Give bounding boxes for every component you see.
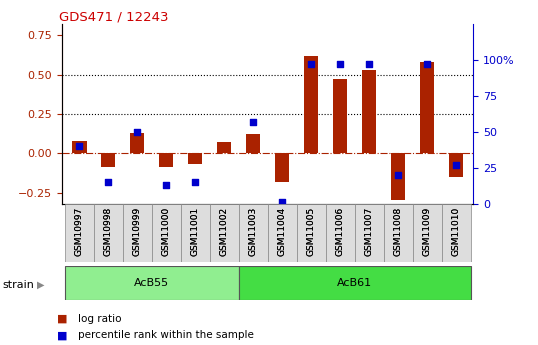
Text: GSM11009: GSM11009 (422, 206, 431, 256)
Bar (65, 266, 239, 300)
Text: GSM11008: GSM11008 (394, 206, 402, 256)
Text: AcB61: AcB61 (337, 278, 372, 288)
Point (307, 61, 315, 67)
Bar (239, 266, 471, 300)
Bar (159, 153, 173, 167)
Text: GSM11004: GSM11004 (278, 206, 287, 256)
Point (133, 129, 141, 135)
Text: GSM11005: GSM11005 (307, 206, 316, 256)
Text: GSM10998: GSM10998 (104, 206, 113, 256)
Bar (268, 204, 296, 262)
Point (249, 119, 258, 125)
Bar (384, 204, 413, 262)
Bar (449, 153, 463, 177)
Bar (413, 204, 442, 262)
Text: GSM11000: GSM11000 (162, 206, 171, 256)
Text: GSM11008: GSM11008 (394, 206, 402, 256)
Text: GSM11006: GSM11006 (336, 206, 345, 256)
Text: GDS471 / 12243: GDS471 / 12243 (59, 10, 169, 23)
Bar (296, 204, 325, 262)
Text: GSM11010: GSM11010 (451, 206, 461, 256)
Point (278, 199, 286, 205)
Text: GSM11009: GSM11009 (422, 206, 431, 256)
Point (75, 144, 83, 149)
Text: AcB55: AcB55 (134, 278, 169, 288)
Text: GSM10999: GSM10999 (133, 206, 141, 256)
Bar (101, 153, 116, 167)
Text: GSM11001: GSM11001 (190, 206, 200, 256)
Text: GSM11003: GSM11003 (249, 206, 258, 256)
Bar (442, 204, 471, 262)
Bar (181, 204, 210, 262)
Point (394, 172, 402, 178)
Bar (355, 204, 384, 262)
Bar (94, 204, 123, 262)
Text: percentile rank within the sample: percentile rank within the sample (78, 331, 254, 340)
Point (191, 179, 200, 185)
Bar (325, 204, 355, 262)
Bar (65, 204, 94, 262)
Bar (72, 141, 87, 153)
Text: ▶: ▶ (37, 280, 44, 289)
Bar (391, 153, 405, 200)
Text: ■: ■ (56, 331, 67, 340)
Text: GSM11002: GSM11002 (220, 206, 229, 256)
Point (452, 162, 461, 168)
Bar (152, 204, 181, 262)
Bar (130, 133, 145, 153)
Bar (275, 153, 289, 181)
Point (423, 61, 431, 67)
Bar (304, 56, 318, 153)
Bar (188, 153, 202, 164)
Text: GSM11004: GSM11004 (278, 206, 287, 256)
Bar (239, 204, 268, 262)
Bar (123, 204, 152, 262)
Bar (217, 142, 231, 153)
Text: GSM10999: GSM10999 (133, 206, 141, 256)
Text: GSM10998: GSM10998 (104, 206, 113, 256)
Text: GSM11001: GSM11001 (190, 206, 200, 256)
Text: log ratio: log ratio (78, 314, 122, 324)
Point (365, 61, 373, 67)
Text: GSM11002: GSM11002 (220, 206, 229, 256)
Point (104, 179, 112, 185)
Point (162, 182, 171, 188)
Bar (362, 70, 377, 153)
Bar (210, 204, 239, 262)
Bar (246, 134, 260, 153)
Bar (420, 62, 434, 153)
Text: GSM11003: GSM11003 (249, 206, 258, 256)
Text: GSM10997: GSM10997 (75, 206, 84, 256)
Point (336, 61, 344, 67)
Text: GSM11005: GSM11005 (307, 206, 316, 256)
Text: GSM11007: GSM11007 (365, 206, 373, 256)
Text: ■: ■ (56, 314, 67, 324)
Text: GSM11010: GSM11010 (451, 206, 461, 256)
Text: GSM10997: GSM10997 (75, 206, 84, 256)
Bar (333, 79, 348, 153)
Text: strain: strain (3, 280, 34, 289)
Text: GSM11000: GSM11000 (162, 206, 171, 256)
Text: GSM11006: GSM11006 (336, 206, 345, 256)
Text: GSM11007: GSM11007 (365, 206, 373, 256)
